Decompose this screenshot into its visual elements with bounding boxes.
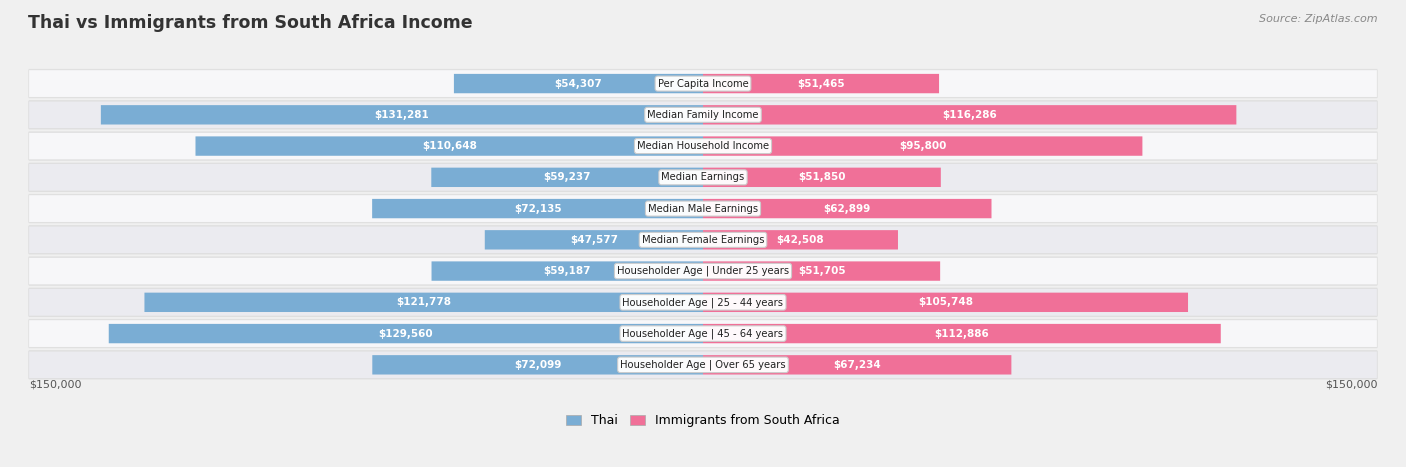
Text: $112,886: $112,886 bbox=[935, 329, 990, 339]
FancyBboxPatch shape bbox=[703, 105, 1236, 125]
FancyBboxPatch shape bbox=[485, 230, 703, 249]
Text: $59,187: $59,187 bbox=[544, 266, 591, 276]
FancyBboxPatch shape bbox=[28, 70, 1378, 97]
FancyBboxPatch shape bbox=[703, 74, 939, 93]
Text: Source: ZipAtlas.com: Source: ZipAtlas.com bbox=[1260, 14, 1378, 24]
Text: Householder Age | 45 - 64 years: Householder Age | 45 - 64 years bbox=[623, 328, 783, 339]
Text: $42,508: $42,508 bbox=[776, 235, 824, 245]
Text: Householder Age | Under 25 years: Householder Age | Under 25 years bbox=[617, 266, 789, 276]
Text: Median Family Income: Median Family Income bbox=[647, 110, 759, 120]
FancyBboxPatch shape bbox=[28, 131, 1378, 161]
Text: $59,237: $59,237 bbox=[543, 172, 591, 182]
FancyBboxPatch shape bbox=[28, 194, 1378, 223]
FancyBboxPatch shape bbox=[28, 288, 1378, 317]
FancyBboxPatch shape bbox=[28, 289, 1378, 316]
Text: $51,705: $51,705 bbox=[797, 266, 845, 276]
FancyBboxPatch shape bbox=[28, 132, 1378, 160]
Text: $150,000: $150,000 bbox=[1324, 379, 1378, 389]
Text: $51,465: $51,465 bbox=[797, 78, 845, 89]
Text: Householder Age | 25 - 44 years: Householder Age | 25 - 44 years bbox=[623, 297, 783, 308]
Text: $51,850: $51,850 bbox=[799, 172, 845, 182]
FancyBboxPatch shape bbox=[703, 324, 1220, 343]
Text: $47,577: $47,577 bbox=[569, 235, 617, 245]
FancyBboxPatch shape bbox=[703, 262, 941, 281]
FancyBboxPatch shape bbox=[101, 105, 703, 125]
Legend: Thai, Immigrants from South Africa: Thai, Immigrants from South Africa bbox=[561, 410, 845, 432]
FancyBboxPatch shape bbox=[703, 293, 1188, 312]
FancyBboxPatch shape bbox=[28, 320, 1378, 347]
FancyBboxPatch shape bbox=[28, 350, 1378, 380]
Text: $95,800: $95,800 bbox=[898, 141, 946, 151]
Text: $116,286: $116,286 bbox=[942, 110, 997, 120]
FancyBboxPatch shape bbox=[432, 262, 703, 281]
Text: $121,778: $121,778 bbox=[396, 297, 451, 307]
Text: $131,281: $131,281 bbox=[374, 110, 429, 120]
FancyBboxPatch shape bbox=[28, 195, 1378, 222]
FancyBboxPatch shape bbox=[373, 355, 703, 375]
FancyBboxPatch shape bbox=[28, 319, 1378, 348]
FancyBboxPatch shape bbox=[28, 101, 1378, 128]
FancyBboxPatch shape bbox=[28, 100, 1378, 129]
Text: $67,234: $67,234 bbox=[834, 360, 882, 370]
FancyBboxPatch shape bbox=[703, 168, 941, 187]
Text: Thai vs Immigrants from South Africa Income: Thai vs Immigrants from South Africa Inc… bbox=[28, 14, 472, 32]
FancyBboxPatch shape bbox=[454, 74, 703, 93]
FancyBboxPatch shape bbox=[28, 69, 1378, 98]
FancyBboxPatch shape bbox=[703, 355, 1011, 375]
Text: $129,560: $129,560 bbox=[378, 329, 433, 339]
Text: $105,748: $105,748 bbox=[918, 297, 973, 307]
FancyBboxPatch shape bbox=[28, 225, 1378, 255]
Text: $150,000: $150,000 bbox=[28, 379, 82, 389]
FancyBboxPatch shape bbox=[28, 163, 1378, 191]
FancyBboxPatch shape bbox=[432, 168, 703, 187]
Text: $72,099: $72,099 bbox=[515, 360, 561, 370]
Text: Householder Age | Over 65 years: Householder Age | Over 65 years bbox=[620, 360, 786, 370]
FancyBboxPatch shape bbox=[703, 199, 991, 218]
FancyBboxPatch shape bbox=[108, 324, 703, 343]
FancyBboxPatch shape bbox=[373, 199, 703, 218]
Text: Median Male Earnings: Median Male Earnings bbox=[648, 204, 758, 213]
Text: Per Capita Income: Per Capita Income bbox=[658, 78, 748, 89]
FancyBboxPatch shape bbox=[28, 257, 1378, 285]
FancyBboxPatch shape bbox=[703, 230, 898, 249]
FancyBboxPatch shape bbox=[703, 136, 1143, 156]
Text: Median Household Income: Median Household Income bbox=[637, 141, 769, 151]
FancyBboxPatch shape bbox=[28, 226, 1378, 254]
Text: $110,648: $110,648 bbox=[422, 141, 477, 151]
FancyBboxPatch shape bbox=[28, 163, 1378, 192]
FancyBboxPatch shape bbox=[195, 136, 703, 156]
FancyBboxPatch shape bbox=[28, 256, 1378, 286]
Text: $54,307: $54,307 bbox=[554, 78, 602, 89]
Text: Median Female Earnings: Median Female Earnings bbox=[641, 235, 765, 245]
Text: $62,899: $62,899 bbox=[824, 204, 870, 213]
Text: $72,135: $72,135 bbox=[513, 204, 561, 213]
Text: Median Earnings: Median Earnings bbox=[661, 172, 745, 182]
FancyBboxPatch shape bbox=[28, 351, 1378, 379]
FancyBboxPatch shape bbox=[145, 293, 703, 312]
